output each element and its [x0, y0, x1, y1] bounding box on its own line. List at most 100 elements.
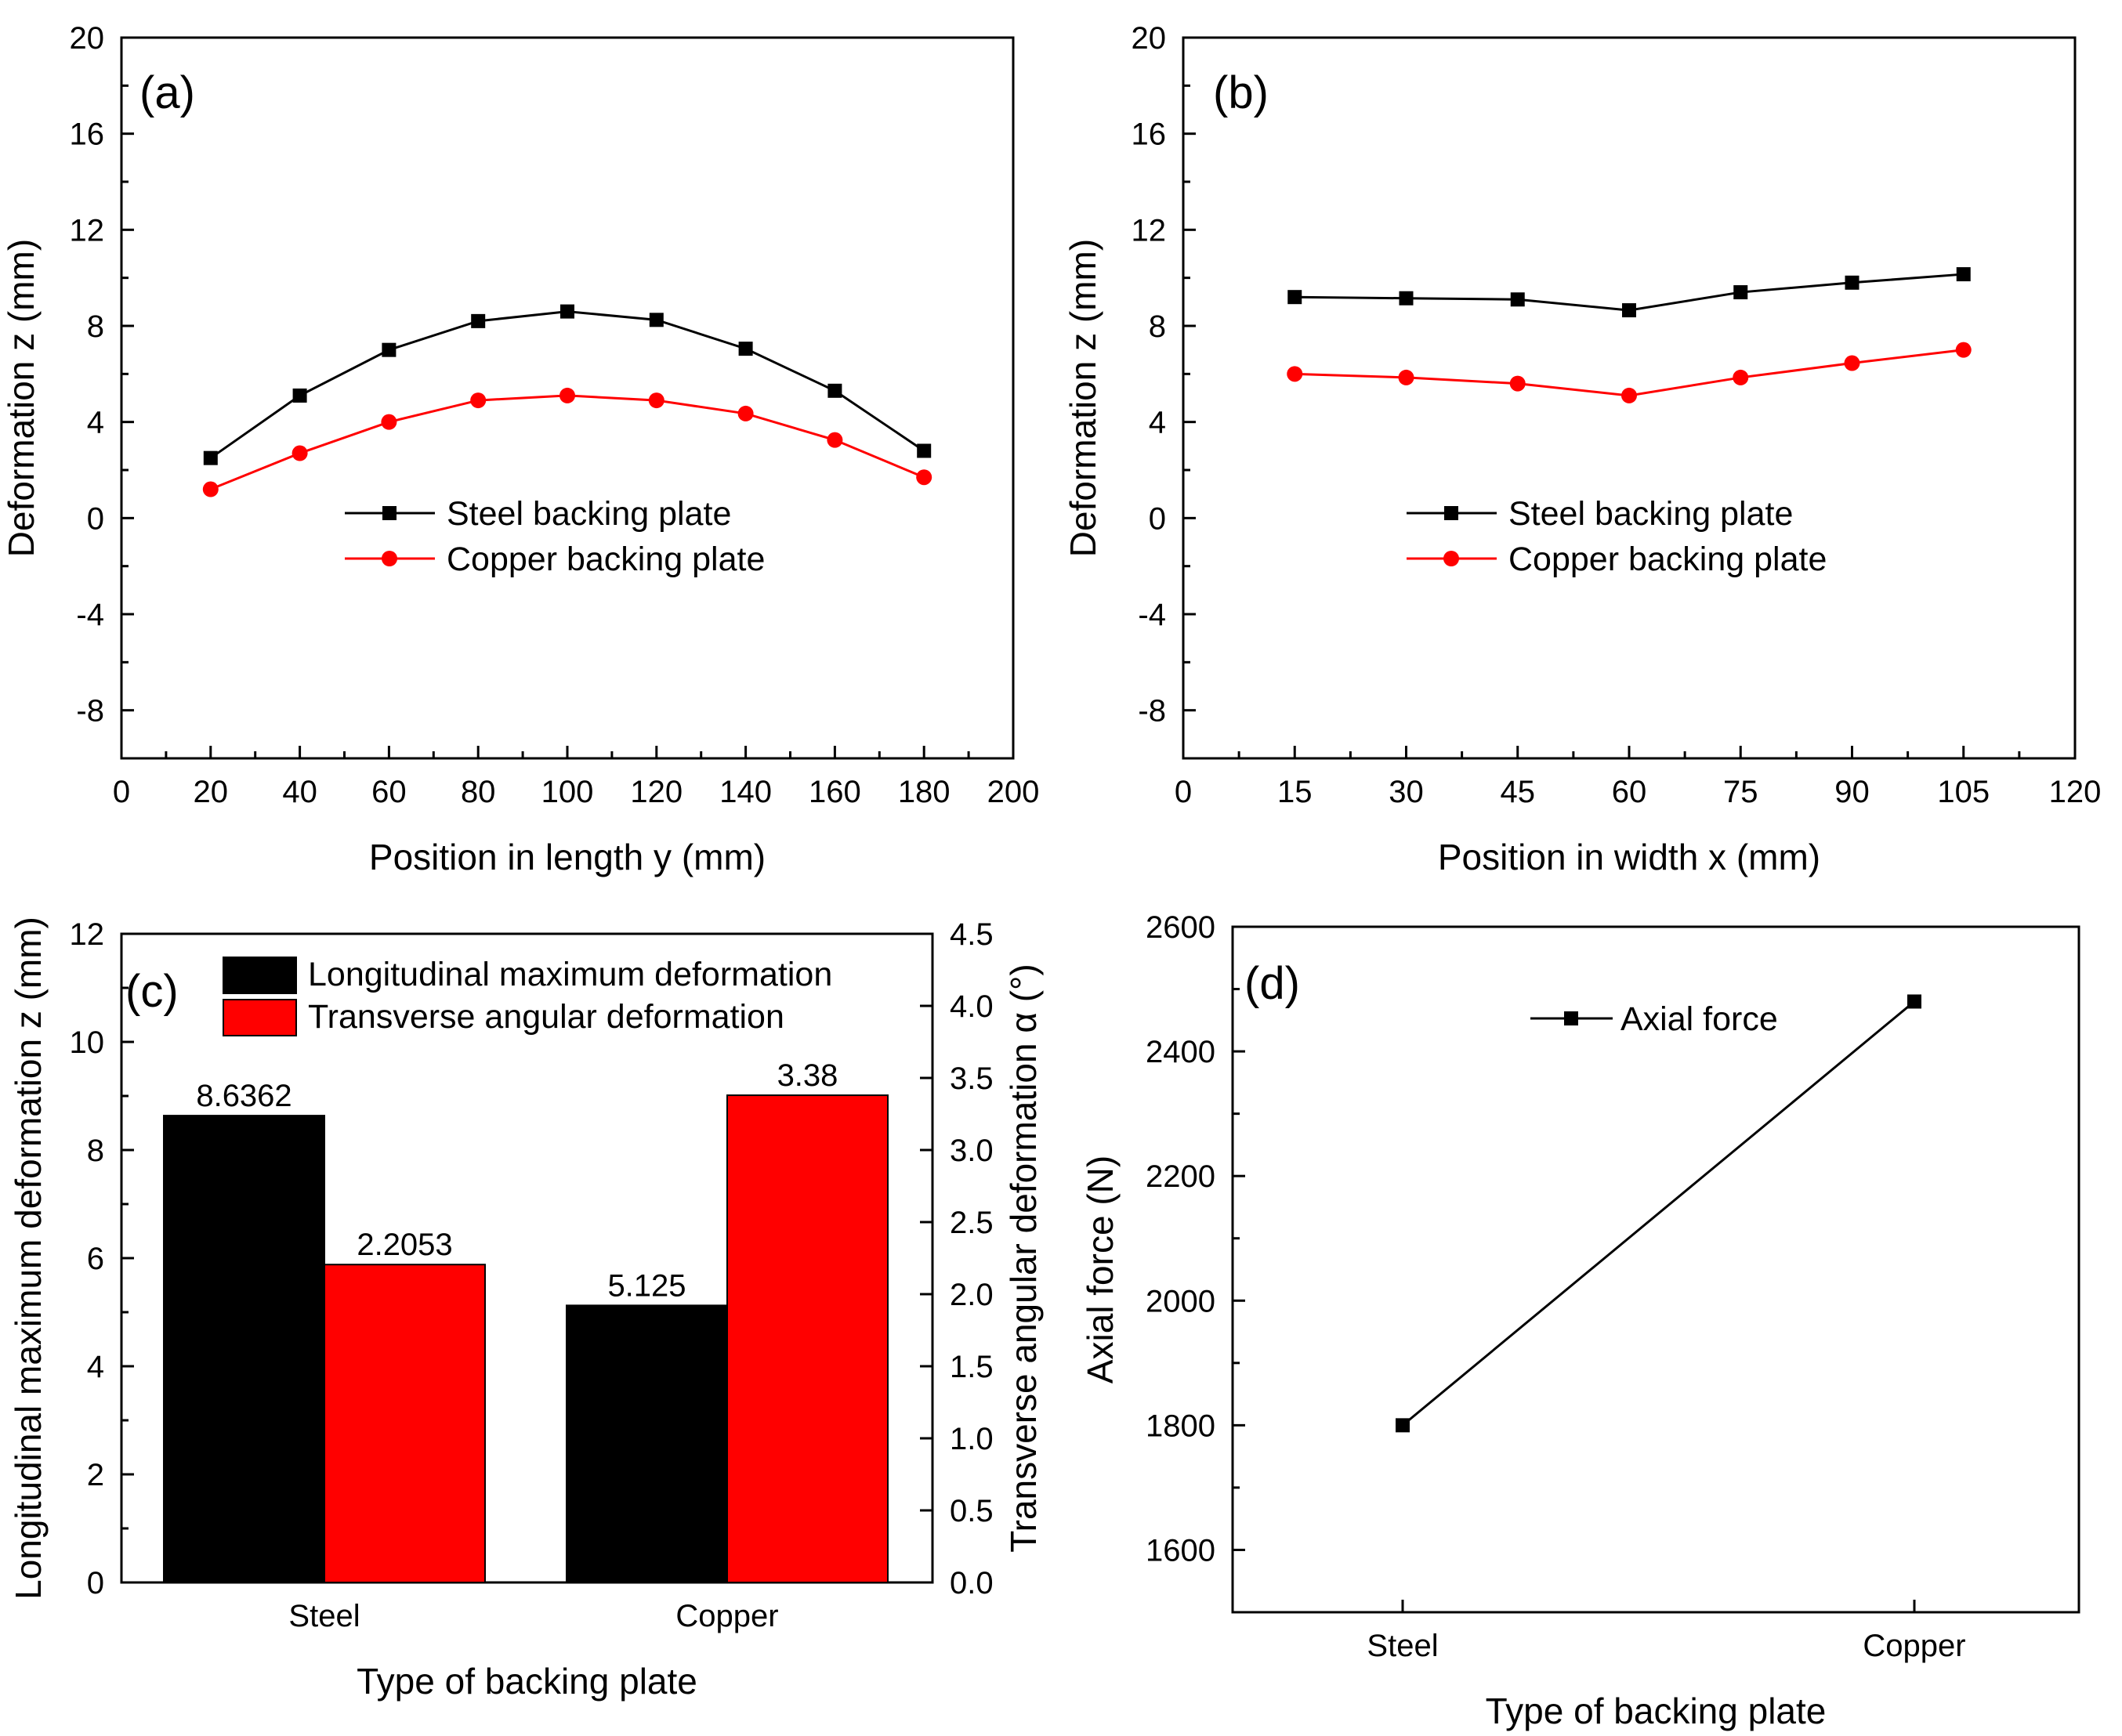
legend-marker: [1564, 1011, 1578, 1025]
data-point: [1955, 342, 1972, 358]
y2-tick-label: 1.5: [950, 1350, 994, 1384]
panel-label: (a): [139, 67, 195, 118]
panel-a: 0 20 40 60 80 100 120 140 160 180 200 -8 -4 0 4 8 12 16 20…: [1, 21, 1039, 877]
y-tick-label: -4: [1138, 598, 1166, 632]
legend-label: Copper backing plate: [1508, 541, 1827, 578]
legend-label: Axial force: [1620, 1000, 1778, 1038]
legend-marker: [382, 551, 397, 566]
y-tick-label: 6: [87, 1242, 104, 1276]
data-point: [1907, 994, 1921, 1009]
data-point: [1733, 369, 1749, 385]
panel-c: 0 2 4 6 8 10 12 0.0 0.5 1.0 1.5 2.0 2.5 3.0 3.5 4.0 4.5 S…: [8, 917, 1044, 1702]
data-point: [1510, 292, 1525, 307]
data-point: [1733, 285, 1748, 300]
x-tick-label: 0: [113, 775, 130, 809]
y-tick-label: 2200: [1146, 1159, 1215, 1194]
legend-marker: [1443, 551, 1459, 566]
x-tick-label: 80: [461, 775, 496, 809]
x-axis-title: Type of backing plate: [357, 1661, 697, 1702]
y-tick-label: 0: [87, 1566, 104, 1600]
y2-tick-label: 0.0: [950, 1566, 994, 1600]
legend-marker: [1444, 506, 1458, 520]
y-tick-label: 4: [1149, 406, 1166, 440]
data-point: [202, 481, 219, 497]
y-tick-label: 2000: [1146, 1284, 1215, 1318]
y-tick-label: 20: [1132, 21, 1167, 56]
bar-value-label: 2.2053: [357, 1228, 452, 1262]
data-point: [1621, 387, 1637, 403]
y-tick-label: 10: [70, 1025, 105, 1060]
x-tick-label: 90: [1834, 775, 1870, 809]
data-point: [381, 414, 397, 430]
x-tick-label: 180: [898, 775, 951, 809]
series-line: [209, 310, 925, 459]
x-tick-label: Steel: [288, 1599, 360, 1633]
x-tick-label: 40: [282, 775, 317, 809]
x-axis-title: Type of backing plate: [1486, 1691, 1827, 1731]
y-axis-title: Deformation z (mm): [1, 239, 42, 557]
series-1: [202, 387, 932, 497]
x-tick-label: 120: [630, 775, 683, 809]
y-tick-label: -4: [76, 598, 104, 632]
legend-label: Steel backing plate: [1508, 495, 1793, 533]
x-axis-title: Position in width x (mm): [1438, 837, 1820, 877]
x-tick-label: 0: [1175, 775, 1192, 809]
x-tick-label: 100: [541, 775, 594, 809]
series-line: [210, 394, 925, 490]
y-tick-label: 2600: [1146, 910, 1215, 945]
data-point: [737, 405, 754, 421]
panel-d: 1600 1800 2000 2200 2400 2600 Steel Copper Axial…: [1080, 910, 2080, 1731]
data-point: [1396, 1418, 1410, 1433]
bar-value-label: 8.6362: [196, 1079, 292, 1113]
series-0: [1396, 994, 1921, 1433]
data-point: [827, 383, 842, 398]
bar: [726, 1094, 889, 1583]
legend-label: Steel backing plate: [447, 495, 731, 533]
y2-tick-label: 2.5: [950, 1206, 994, 1240]
data-point: [648, 392, 664, 409]
legend-label: Copper backing plate: [447, 541, 765, 578]
x-tick-label: Copper: [675, 1599, 778, 1633]
series-line: [1402, 1000, 1915, 1427]
y2-tick-label: 4.5: [950, 917, 994, 952]
y2-tick-label: 2.0: [950, 1278, 994, 1312]
y-axis-title: Longitudinal maximum deformation z (mm): [8, 917, 49, 1600]
data-point: [203, 450, 218, 465]
data-point: [471, 313, 486, 328]
data-point: [559, 387, 575, 403]
panel-label: (c): [125, 966, 179, 1017]
data-point: [1399, 291, 1414, 306]
data-point: [470, 392, 487, 409]
y-tick-label: -8: [76, 694, 104, 729]
y-tick-label: 2400: [1146, 1035, 1215, 1069]
data-point: [560, 304, 574, 319]
y-tick-label: 2: [87, 1458, 104, 1492]
y2-axis-title: Transverse angular deformation α (°): [1003, 964, 1044, 1552]
data-point: [382, 342, 397, 357]
y2-tick-label: 3.0: [950, 1134, 994, 1168]
legend-swatch: [223, 957, 297, 994]
y2-tick-label: 1.0: [950, 1422, 994, 1456]
y-tick-label: 8: [1149, 309, 1166, 344]
x-tick-label: 120: [2049, 775, 2102, 809]
x-tick-label: 105: [1937, 775, 1990, 809]
x-tick-label: 140: [719, 775, 772, 809]
x-tick-label: 30: [1389, 775, 1424, 809]
y-tick-label: 12: [1132, 213, 1167, 248]
legend-label: Transverse angular deformation: [308, 998, 784, 1036]
data-point: [1845, 275, 1859, 290]
series-0: [203, 304, 932, 465]
bar-value-label: 3.38: [777, 1058, 838, 1093]
data-point: [292, 388, 307, 403]
y-tick-label: -8: [1138, 694, 1166, 729]
y-tick-label: 4: [87, 1350, 104, 1384]
y-axis-title: Axial force (N): [1080, 1156, 1121, 1383]
series-1: [1287, 342, 1972, 403]
data-point: [738, 342, 753, 356]
bar: [324, 1264, 486, 1584]
x-tick-label: 20: [194, 775, 229, 809]
data-point: [1509, 375, 1526, 392]
y-tick-label: 0: [1149, 501, 1166, 536]
x-tick-label: 75: [1723, 775, 1758, 809]
x-tick-label: 15: [1277, 775, 1313, 809]
